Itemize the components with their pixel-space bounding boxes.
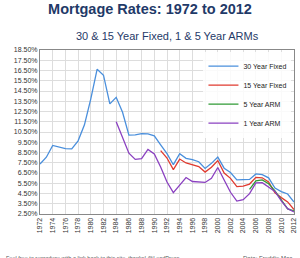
svg-text:14.50%: 14.50% — [14, 87, 38, 94]
svg-text:1974: 1974 — [49, 218, 56, 234]
svg-text:1992: 1992 — [163, 218, 170, 234]
svg-text:30 Year Fixed: 30 Year Fixed — [243, 63, 286, 70]
svg-text:15 Year Fixed: 15 Year Fixed — [243, 82, 286, 89]
svg-text:1 Year ARM: 1 Year ARM — [243, 120, 280, 127]
svg-text:10.50%: 10.50% — [14, 128, 38, 135]
svg-text:2002: 2002 — [227, 218, 234, 234]
svg-text:1994: 1994 — [176, 218, 183, 234]
svg-text:18.50%: 18.50% — [14, 46, 38, 53]
svg-text:2010: 2010 — [278, 218, 285, 234]
svg-text:1984: 1984 — [112, 218, 119, 234]
svg-text:11.50%: 11.50% — [14, 118, 37, 125]
svg-text:1978: 1978 — [74, 218, 81, 234]
svg-text:2004: 2004 — [239, 218, 246, 234]
svg-text:2.50%: 2.50% — [18, 210, 38, 217]
svg-text:1990: 1990 — [151, 218, 158, 234]
svg-text:5 Year ARM: 5 Year ARM — [243, 101, 280, 108]
svg-text:2008: 2008 — [265, 218, 272, 234]
svg-text:2000: 2000 — [214, 218, 221, 234]
svg-text:2006: 2006 — [252, 218, 259, 234]
svg-text:Mortgage Rates: 1972 to 2012: Mortgage Rates: 1972 to 2012 — [48, 1, 252, 17]
svg-text:9.50%: 9.50% — [18, 139, 38, 146]
svg-text:1998: 1998 — [201, 218, 208, 234]
svg-text:Data: Freddie Mac: Data: Freddie Mac — [243, 255, 292, 258]
svg-text:8.50%: 8.50% — [18, 149, 38, 156]
svg-text:12.50%: 12.50% — [14, 108, 38, 115]
svg-text:1986: 1986 — [125, 218, 132, 234]
svg-text:17.50%: 17.50% — [14, 57, 38, 64]
svg-text:30 & 15 Year Fixed, 1 & 5 Year: 30 & 15 Year Fixed, 1 & 5 Year ARMs — [76, 30, 259, 42]
svg-text:1996: 1996 — [189, 218, 196, 234]
svg-text:5.50%: 5.50% — [18, 180, 38, 187]
svg-text:1976: 1976 — [62, 218, 69, 234]
svg-text:16.50%: 16.50% — [14, 67, 38, 74]
svg-text:13.50%: 13.50% — [14, 98, 38, 105]
svg-text:1988: 1988 — [138, 218, 145, 234]
svg-text:6.50%: 6.50% — [18, 169, 38, 176]
svg-text:4.50%: 4.50% — [18, 190, 38, 197]
svg-text:15.50%: 15.50% — [14, 77, 38, 84]
svg-text:7.50%: 7.50% — [18, 159, 38, 166]
svg-text:2012: 2012 — [290, 218, 297, 234]
svg-text:1982: 1982 — [100, 218, 107, 234]
svg-text:3.50%: 3.50% — [18, 200, 38, 207]
svg-text:1980: 1980 — [87, 218, 94, 234]
svg-text:1972: 1972 — [36, 218, 43, 234]
svg-text:Feel free to reproduce with a: Feel free to reproduce with a link back … — [6, 255, 180, 258]
